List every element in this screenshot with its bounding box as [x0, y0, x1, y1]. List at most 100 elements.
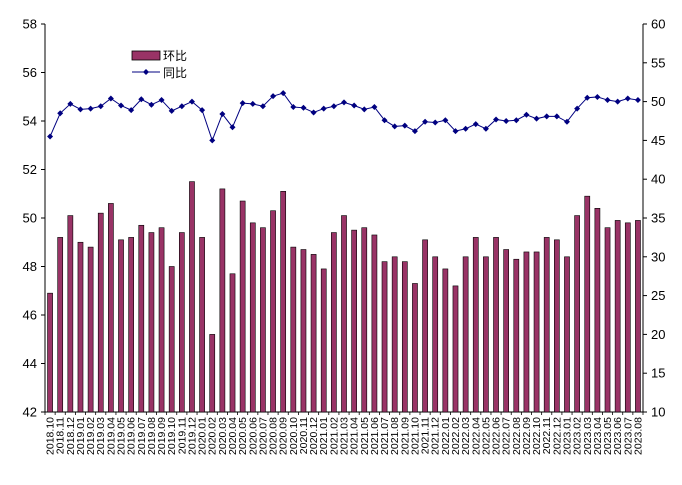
line-point-tongbi: [158, 97, 165, 104]
bar-huanbi: [178, 232, 185, 413]
line-point-tongbi: [634, 97, 641, 104]
bar-huanbi: [412, 283, 418, 413]
line-point-tongbi: [188, 98, 195, 105]
bar-huanbi: [118, 239, 124, 413]
bar-huanbi: [564, 256, 570, 413]
bar-huanbi: [351, 229, 357, 413]
x-tick-label: 2021.09: [399, 417, 411, 455]
line-point-tongbi: [432, 119, 439, 126]
bar-series-huanbi: [47, 181, 641, 413]
x-tick-label: 2018.10: [45, 417, 57, 455]
bar-huanbi: [57, 237, 64, 413]
left-y-axis-ticks: 42 44 46 48 50 52 54 56 58: [23, 17, 45, 420]
x-tick-label: 2018.11: [55, 417, 67, 454]
bar-huanbi: [442, 268, 449, 413]
bar-huanbi: [341, 215, 347, 413]
bar-huanbi: [320, 268, 327, 413]
right-y-tick-label: 30: [651, 249, 665, 264]
left-y-tick-label: 48: [23, 259, 37, 274]
x-tick-label: 2023.01: [561, 417, 573, 455]
left-y-tick-label: 42: [23, 405, 37, 420]
bar-huanbi: [239, 200, 246, 413]
line-point-tongbi: [229, 124, 236, 131]
right-y-tick-label: 25: [651, 288, 665, 303]
left-y-tick-label: 54: [23, 114, 37, 129]
bar-huanbi: [361, 227, 368, 413]
line-point-tongbi: [604, 97, 611, 104]
x-tick-label: 2023.05: [602, 417, 614, 455]
bar-huanbi: [310, 254, 317, 413]
x-tick-label: 2019.01: [75, 417, 87, 455]
bar-huanbi: [503, 249, 510, 413]
line-point-tongbi: [290, 104, 297, 111]
x-tick-label: 2023.04: [592, 417, 604, 455]
line-point-tongbi: [523, 111, 530, 118]
bar-huanbi: [219, 188, 226, 413]
bar-huanbi: [533, 251, 540, 413]
bar-huanbi: [543, 237, 550, 413]
x-tick-label: 2021.08: [389, 417, 401, 455]
x-tick-label: 2021.10: [409, 417, 421, 455]
line-point-tongbi: [77, 106, 84, 113]
right-y-axis-ticks: 10 15 20 25 30 35 40 45 50 55 60: [643, 17, 665, 420]
line-point-tongbi: [270, 93, 277, 100]
x-tick-label: 2020.02: [207, 417, 219, 455]
x-tick-label: 2021.04: [349, 417, 361, 455]
line-point-tongbi: [614, 98, 621, 105]
bar-huanbi: [209, 334, 216, 413]
x-tick-label: 2019.05: [116, 417, 128, 455]
line-point-tongbi: [371, 104, 378, 111]
line-point-tongbi: [361, 106, 368, 113]
line-point-tongbi: [422, 118, 429, 125]
bar-huanbi: [381, 261, 388, 413]
line-point-tongbi: [594, 93, 601, 100]
x-tick-label: 2018.12: [65, 417, 77, 455]
bar-huanbi: [280, 191, 287, 413]
line-point-tongbi: [411, 128, 418, 135]
x-tick-label: 2023.08: [632, 417, 644, 455]
line-point-tongbi: [381, 117, 388, 124]
x-tick-label: 2023.07: [622, 417, 634, 455]
bar-huanbi: [138, 224, 145, 413]
left-y-tick-label: 50: [23, 211, 37, 226]
bar-huanbi: [422, 239, 428, 413]
x-tick-label: 2019.12: [186, 417, 198, 455]
line-point-tongbi: [503, 118, 510, 124]
x-tick-label: 2021.05: [359, 417, 371, 455]
bar-huanbi: [128, 237, 134, 413]
left-y-tick-label: 46: [23, 308, 37, 323]
x-tick-label: 2022.09: [521, 417, 533, 455]
x-tick-label: 2022.04: [470, 417, 482, 455]
right-y-tick-label: 40: [651, 172, 665, 187]
x-tick-label: 2021.11: [420, 417, 432, 454]
legend-label-huanbi: 环比: [163, 49, 187, 63]
line-point-tongbi: [310, 109, 317, 116]
bar-huanbi: [594, 208, 601, 413]
x-tick-label: 2023.06: [612, 417, 624, 455]
x-tick-label: 2020.01: [197, 417, 209, 455]
bar-huanbi: [148, 232, 155, 413]
bar-huanbi: [260, 227, 266, 413]
right-y-tick-label: 55: [651, 55, 665, 70]
right-y-tick-label: 35: [651, 211, 665, 226]
x-tick-label: 2019.02: [85, 417, 97, 455]
x-tick-label: 2021.03: [339, 417, 351, 455]
bar-huanbi: [472, 237, 479, 413]
right-y-tick-label: 60: [651, 17, 665, 32]
bar-huanbi: [290, 246, 297, 413]
bar-huanbi: [554, 239, 560, 413]
x-tick-label: 2020.04: [227, 417, 239, 455]
bar-huanbi: [483, 256, 489, 413]
x-tick-label: 2022.08: [511, 417, 523, 455]
line-point-tongbi: [533, 115, 540, 122]
bar-huanbi: [249, 222, 256, 413]
line-point-tongbi: [199, 107, 206, 114]
x-tick-label: 2020.08: [268, 417, 280, 455]
x-tick-label: 2022.06: [491, 417, 503, 455]
line-point-tongbi: [57, 110, 64, 117]
x-tick-label: 2021.06: [369, 417, 381, 455]
line-point-tongbi: [148, 101, 155, 108]
legend-label-tongbi: 同比: [163, 66, 187, 80]
